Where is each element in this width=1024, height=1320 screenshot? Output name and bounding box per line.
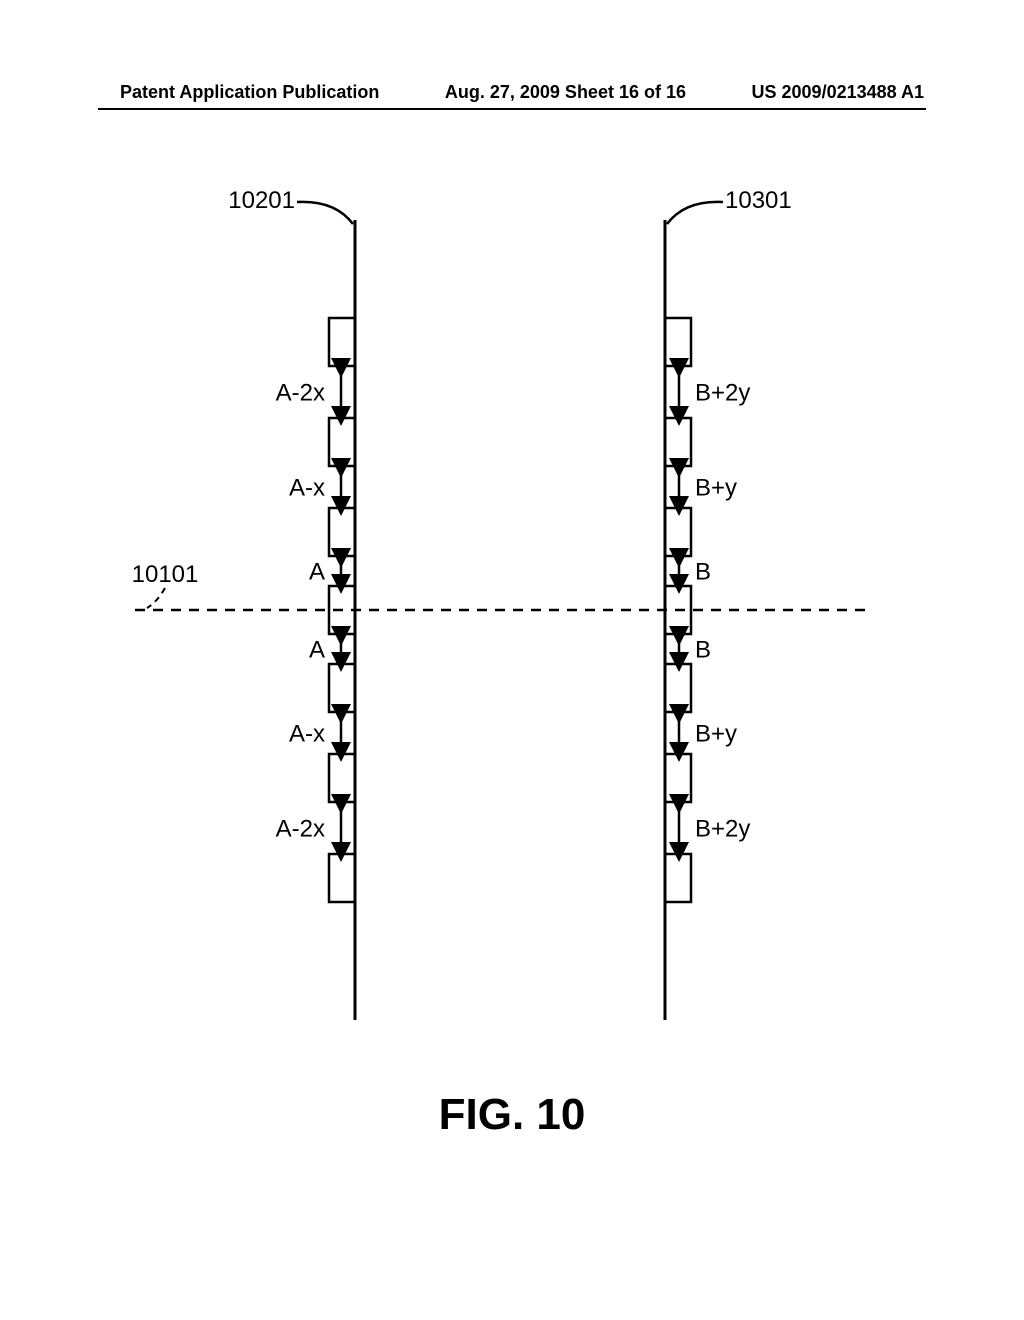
svg-text:B: B bbox=[695, 558, 711, 585]
svg-text:A-2x: A-2x bbox=[276, 815, 325, 842]
svg-text:A: A bbox=[309, 636, 325, 663]
figure-diagram: A-2x A-x A A A-x A-2x B+2y B+y B B B+y B+2y 10201 103… bbox=[0, 180, 1024, 1080]
figure-caption: FIG. 10 bbox=[0, 1090, 1024, 1140]
svg-text:A-x: A-x bbox=[289, 474, 325, 501]
header-center: Aug. 27, 2009 Sheet 16 of 16 bbox=[445, 82, 686, 103]
svg-text:B+2y: B+2y bbox=[695, 815, 750, 842]
header-right: US 2009/0213488 A1 bbox=[752, 82, 924, 103]
svg-text:10201: 10201 bbox=[228, 187, 295, 214]
svg-text:B+y: B+y bbox=[695, 474, 737, 501]
svg-text:B: B bbox=[695, 636, 711, 663]
svg-text:B+2y: B+2y bbox=[695, 379, 750, 406]
header-left: Patent Application Publication bbox=[120, 82, 379, 103]
svg-text:A-x: A-x bbox=[289, 720, 325, 747]
header-rule bbox=[98, 108, 926, 110]
svg-text:B+y: B+y bbox=[695, 720, 737, 747]
page-header: Patent Application Publication Aug. 27, … bbox=[0, 82, 1024, 103]
svg-text:10101: 10101 bbox=[132, 561, 199, 588]
svg-text:10301: 10301 bbox=[725, 187, 792, 214]
svg-text:A-2x: A-2x bbox=[276, 379, 325, 406]
svg-text:A: A bbox=[309, 558, 325, 585]
